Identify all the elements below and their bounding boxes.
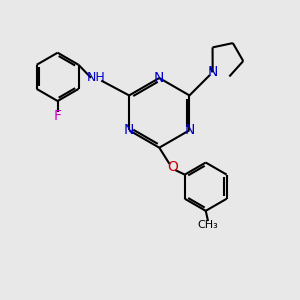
Text: N: N — [208, 65, 218, 79]
Text: N: N — [184, 123, 195, 137]
Text: NH: NH — [86, 71, 105, 84]
Text: F: F — [54, 109, 61, 123]
Text: CH₃: CH₃ — [198, 220, 218, 230]
Text: N: N — [124, 123, 134, 137]
Text: N: N — [154, 71, 164, 85]
Text: O: O — [167, 160, 178, 174]
